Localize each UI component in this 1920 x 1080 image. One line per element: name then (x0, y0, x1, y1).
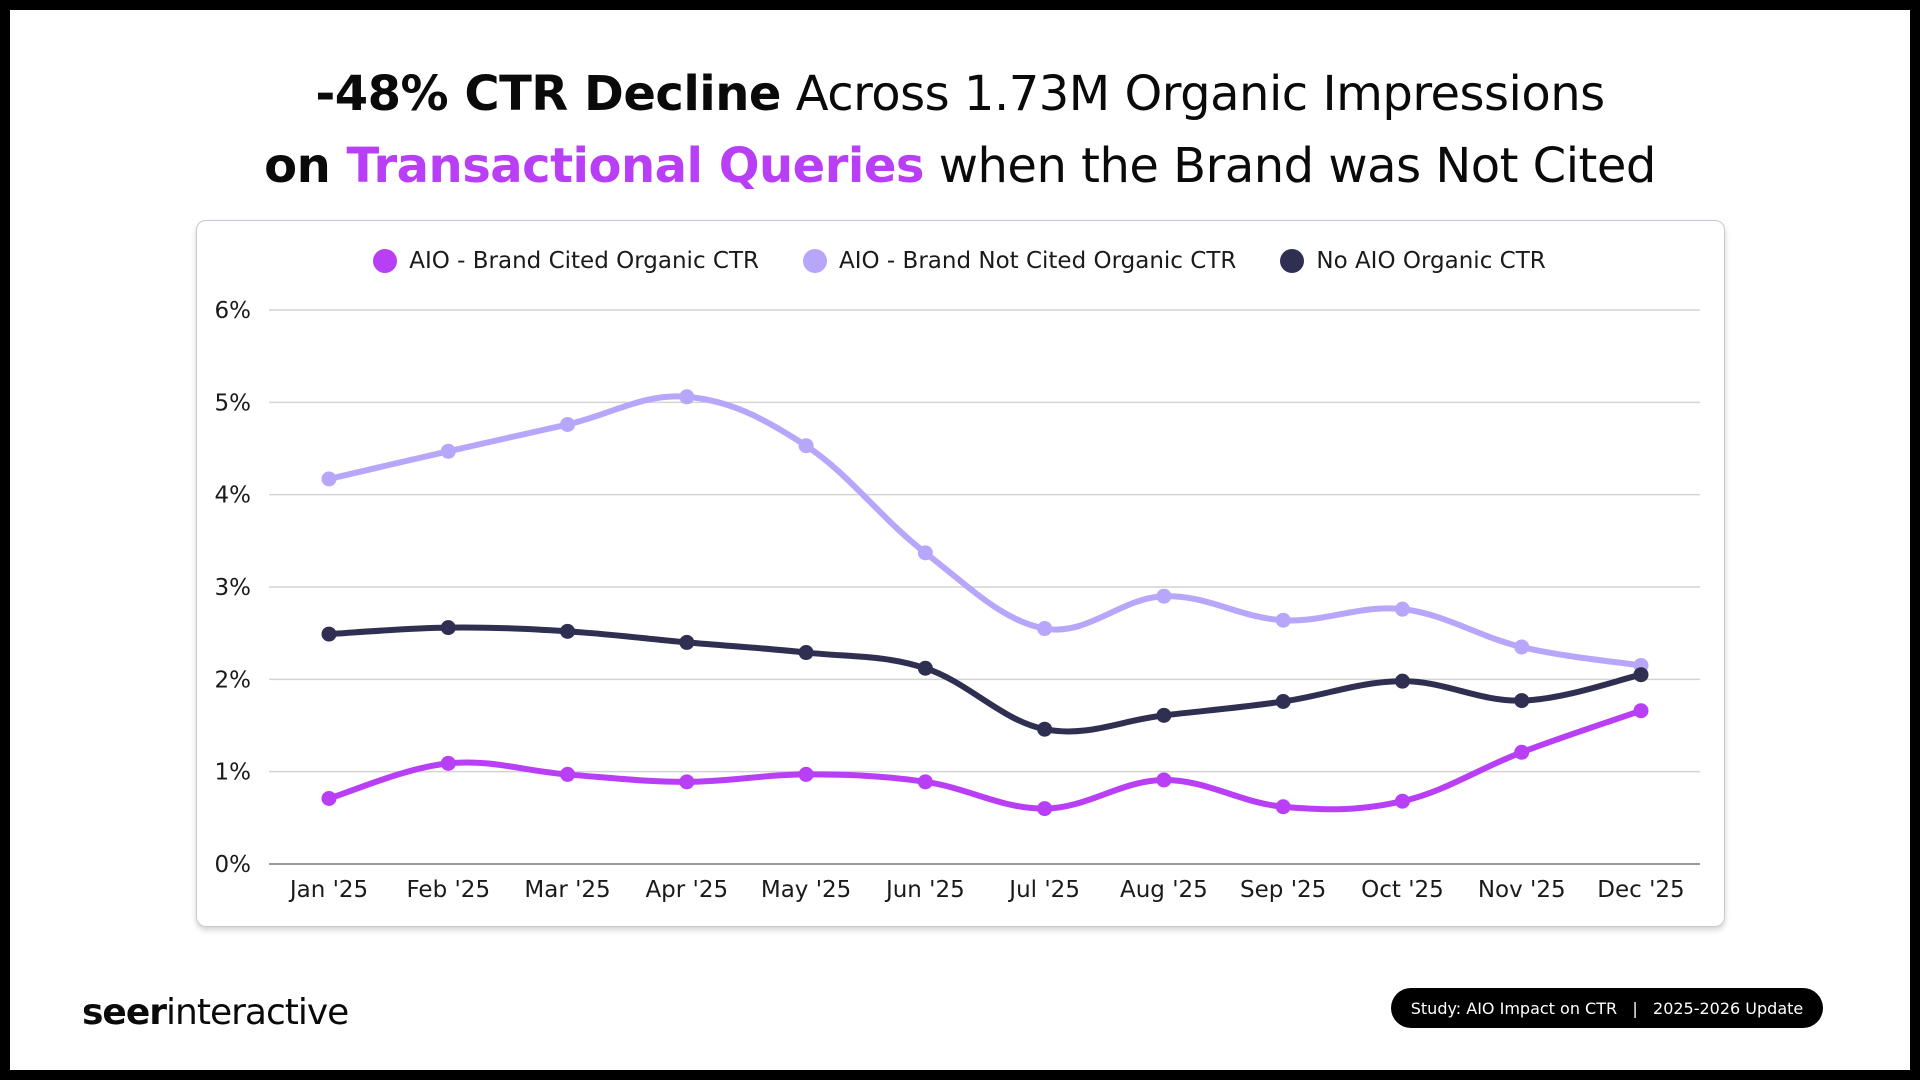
data-point[interactable] (798, 766, 814, 782)
legend-marker-icon (373, 249, 398, 273)
slide-title: -48% CTR Decline Across 1.73M Organic Im… (0, 58, 1920, 202)
x-tick-label: Jul '25 (1007, 877, 1080, 903)
x-tick-label: Nov '25 (1478, 877, 1566, 903)
data-point[interactable] (440, 620, 456, 636)
title-line-2: on Transactional Queries when the Brand … (0, 130, 1920, 202)
data-point[interactable] (440, 443, 456, 459)
data-point[interactable] (1037, 721, 1053, 737)
data-point[interactable] (1633, 703, 1649, 719)
series-brand-cited (321, 703, 1649, 817)
data-point[interactable] (1394, 601, 1410, 617)
series-no-aio (321, 620, 1649, 737)
series-lines (321, 389, 1649, 817)
seer-interactive-logo: seerinteractive (82, 992, 349, 1033)
data-point[interactable] (321, 626, 337, 642)
series-line (326, 393, 1644, 669)
y-tick-label: 6% (215, 298, 252, 324)
title-line-1: -48% CTR Decline Across 1.73M Organic Im… (0, 58, 1920, 130)
chart-card (196, 220, 1725, 927)
series-line (326, 707, 1644, 813)
x-tick-label: Mar '25 (524, 877, 610, 903)
data-point[interactable] (679, 389, 695, 405)
data-point[interactable] (1394, 793, 1410, 809)
data-point[interactable] (1275, 693, 1291, 709)
x-tick-label: Apr '25 (645, 877, 728, 903)
data-point[interactable] (1037, 621, 1053, 637)
x-axis-ticks: Jan '25 Feb '25 Mar '25 Apr '25 May '25 Jun '… (288, 877, 1685, 903)
x-tick-label: Jun '25 (884, 877, 965, 903)
x-tick-label: Jan '25 (288, 877, 368, 903)
data-point[interactable] (1394, 673, 1410, 689)
legend-label: AIO - Brand Not Cited Organic CTR (839, 248, 1237, 274)
legend-marker-icon (1280, 249, 1305, 273)
logo-light-text: interactive (166, 992, 349, 1033)
data-point[interactable] (798, 438, 814, 454)
data-point[interactable] (1514, 744, 1530, 760)
title-accent-text: Transactional Queries (346, 138, 924, 194)
data-point[interactable] (1275, 799, 1291, 815)
data-point[interactable] (440, 755, 456, 771)
data-point[interactable] (679, 634, 695, 650)
legend-marker-icon (803, 249, 827, 273)
x-tick-label: Feb '25 (406, 877, 490, 903)
data-point[interactable] (1633, 667, 1649, 683)
data-point[interactable] (917, 774, 933, 790)
data-point[interactable] (679, 774, 695, 790)
y-tick-label: 4% (215, 483, 252, 509)
study-badge: Study: AIO Impact on CTR | 2025-2026 Upd… (1391, 988, 1823, 1028)
x-tick-label: Aug '25 (1120, 877, 1208, 903)
data-point[interactable] (1514, 693, 1530, 709)
gridlines (269, 309, 1700, 865)
logo-bold-text: seer (82, 992, 167, 1033)
data-point[interactable] (1275, 612, 1291, 628)
data-point[interactable] (1156, 707, 1172, 723)
data-point[interactable] (1156, 772, 1172, 788)
legend-item-brand-not-cited[interactable]: AIO - Brand Not Cited Organic CTR (803, 248, 1236, 274)
x-tick-label: Oct '25 (1361, 877, 1444, 903)
data-point[interactable] (1156, 588, 1172, 604)
data-point[interactable] (560, 416, 576, 432)
data-point[interactable] (917, 545, 933, 561)
x-tick-label: Sep '25 (1240, 877, 1326, 903)
data-point[interactable] (560, 623, 576, 639)
data-point[interactable] (321, 471, 337, 487)
legend-label: AIO - Brand Cited Organic CTR (409, 248, 759, 274)
x-tick-label: Dec '25 (1597, 877, 1684, 903)
y-tick-label: 3% (215, 575, 252, 601)
data-point[interactable] (321, 790, 337, 806)
data-point[interactable] (1037, 801, 1053, 817)
legend-label: No AIO Organic CTR (1316, 248, 1546, 274)
x-tick-label: May '25 (761, 877, 851, 903)
data-point[interactable] (560, 766, 576, 782)
data-point[interactable] (1514, 639, 1530, 655)
title-highlight-stat: -48% CTR Decline (315, 66, 781, 122)
y-tick-label: 5% (215, 390, 252, 416)
y-tick-label: 2% (215, 667, 252, 693)
data-point[interactable] (917, 660, 933, 676)
title-line-1-text: Across 1.73M Organic Impressions (780, 66, 1605, 122)
legend-item-no-aio[interactable]: No AIO Organic CTR (1280, 248, 1546, 274)
data-point[interactable] (798, 645, 814, 661)
title-line-2-text: when the Brand was Not Cited (923, 138, 1657, 194)
chart-legend: AIO - Brand Cited Organic CTR AIO - Bran… (196, 248, 1723, 274)
y-tick-label: 1% (215, 760, 252, 786)
title-line-2-prefix: on (264, 138, 347, 194)
legend-item-brand-cited[interactable]: AIO - Brand Cited Organic CTR (373, 248, 759, 274)
y-tick-label: 0% (215, 852, 252, 878)
y-axis-ticks: 0% 1% 2% 3% 4% 5% 6% (215, 298, 252, 878)
